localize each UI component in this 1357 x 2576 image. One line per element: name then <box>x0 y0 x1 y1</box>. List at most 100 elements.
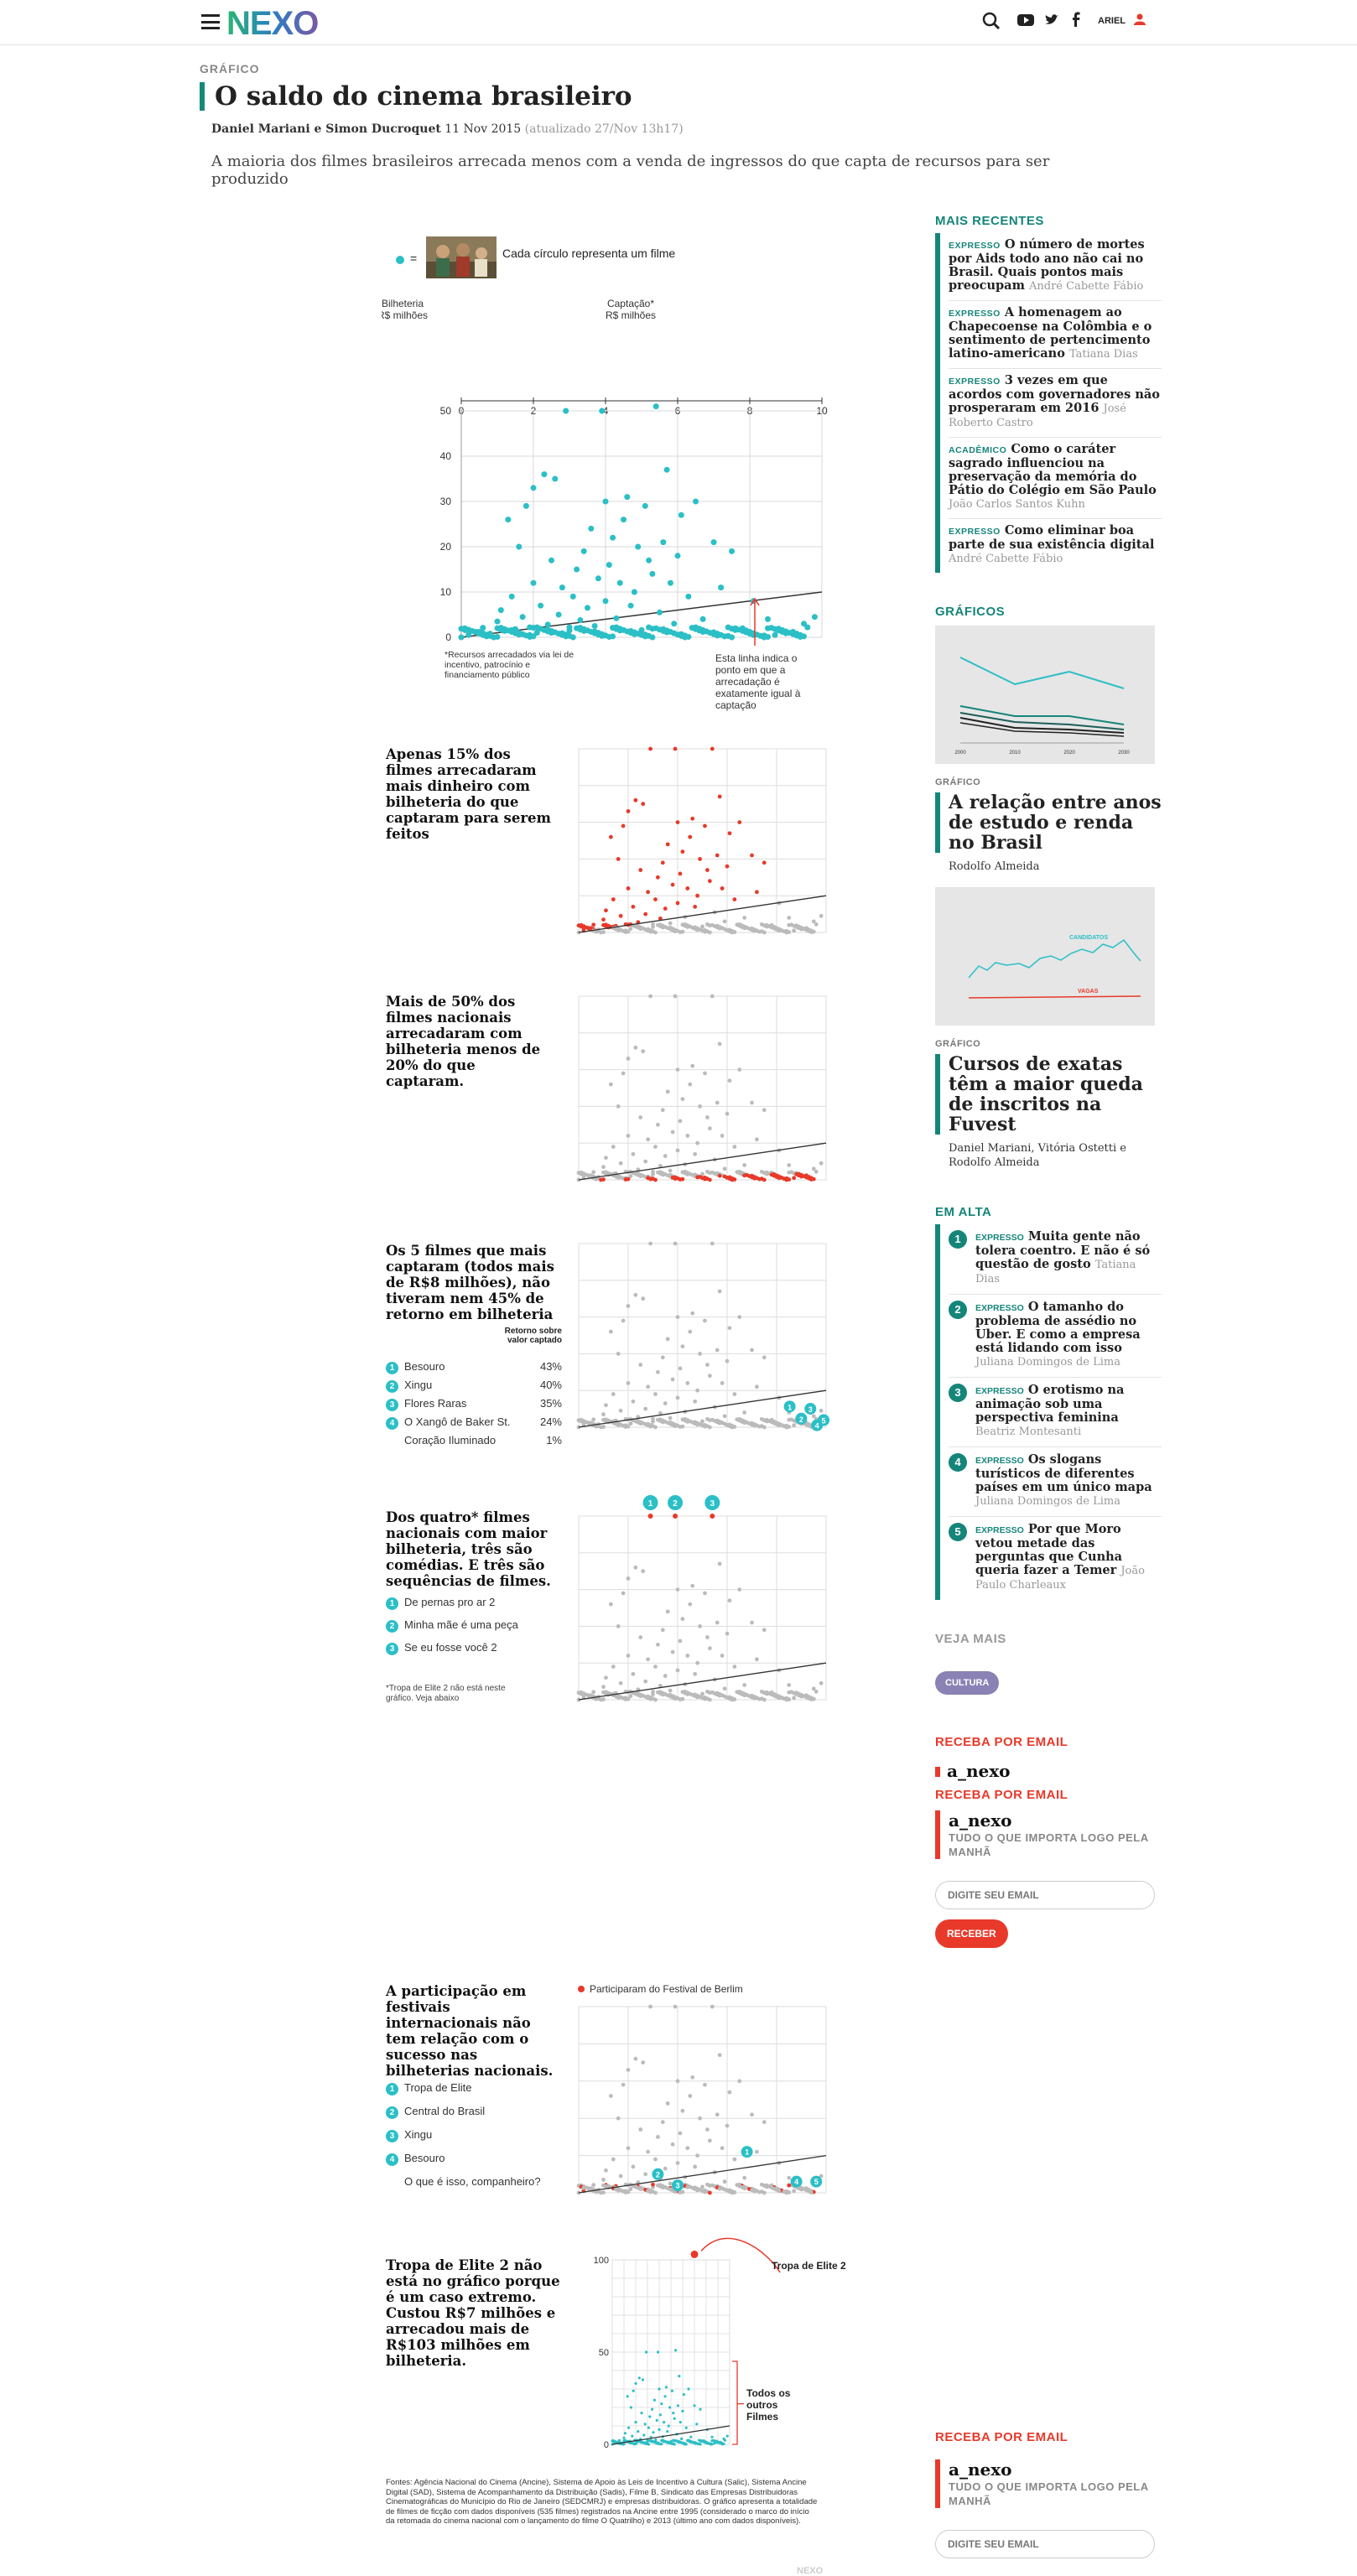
authors[interactable]: Daniel Mariani e Simon Ducroquet <box>211 122 441 136</box>
graph-card-2-title[interactable]: Cursos de exatas têm a maior queda de in… <box>935 1054 1162 1135</box>
svg-text:2000: 2000 <box>954 750 966 756</box>
trending-item[interactable]: 4 EXPRESSO Os slogans turísticos de difer… <box>949 1447 1162 1517</box>
data-point <box>608 2094 613 2098</box>
youtube-icon[interactable] <box>1017 13 1034 27</box>
data-point <box>720 2146 725 2151</box>
data-point <box>755 2149 759 2154</box>
data-point <box>688 834 693 839</box>
anexo-option[interactable]: a_nexo <box>935 1761 1162 1781</box>
data-point <box>638 1174 643 1179</box>
data-point <box>787 916 792 920</box>
data-point <box>672 2412 675 2415</box>
data-point <box>616 1695 621 1700</box>
data-point <box>633 1045 638 1050</box>
data-point <box>721 2443 725 2446</box>
parity-line <box>578 895 827 933</box>
callout-marker <box>652 2168 664 2180</box>
small-chart-5: Participaram do Festival de Berlim 1 2 3 4 5 <box>576 1983 827 2195</box>
data-point <box>667 579 673 586</box>
data-point <box>678 1119 683 1124</box>
x-tick-label: 10 <box>816 405 828 417</box>
data-point <box>678 930 683 934</box>
recent-item[interactable]: EXPRESSO A homenagem ao Chapecoense na C… <box>949 301 1162 369</box>
recent-item[interactable]: ACADÊMICO Como o caráter sagrado influen… <box>949 438 1162 519</box>
data-point <box>508 593 515 600</box>
data-point <box>678 1697 683 1701</box>
data-point <box>762 2190 767 2195</box>
outlier-point <box>690 2250 699 2258</box>
data-point <box>668 1415 673 1420</box>
graph-card-1-title[interactable]: A relação entre anos de estudo e renda n… <box>935 792 1162 853</box>
trending-item[interactable]: 2 EXPRESSO O tamanho do problema de asséd… <box>949 1295 1162 1378</box>
data-point <box>611 1392 616 1396</box>
data-point <box>680 849 685 854</box>
recent-item[interactable]: EXPRESSO O número de mortes por Aids tod… <box>949 233 1162 301</box>
graph-thumb-2[interactable]: CANDIDATOS VAGAS <box>935 887 1155 1026</box>
data-point <box>722 919 727 924</box>
data-point <box>715 1620 720 1625</box>
email-input-2[interactable]: DIGITE SEU EMAIL <box>935 2530 1155 2558</box>
data-point <box>668 1688 673 1693</box>
data-point <box>678 871 683 876</box>
data-point <box>623 2432 627 2435</box>
trending-item[interactable]: 1 EXPRESSO Muita gente não tolera coentro… <box>949 1224 1162 1295</box>
data-point <box>656 2135 660 2139</box>
article-kicker: GRÁFICO <box>200 62 260 75</box>
data-point <box>727 831 732 836</box>
data-point <box>819 1680 824 1685</box>
callout-number: 1 <box>648 1499 653 1509</box>
data-point <box>695 1422 699 1427</box>
list-item: 3 Se eu fosse você 2 <box>386 1641 562 1664</box>
data-point <box>637 2376 641 2380</box>
data-point <box>710 2443 713 2446</box>
email-input[interactable]: DIGITE SEU EMAIL <box>935 1881 1155 1909</box>
submit-button[interactable]: RECEBER <box>935 1919 1008 1948</box>
tag-cultura[interactable]: CULTURA <box>935 1671 1000 1695</box>
data-point <box>678 2375 681 2378</box>
graph-thumb-1[interactable]: 2000 2010 2020 2030 <box>935 626 1155 764</box>
data-point <box>626 1381 631 1385</box>
caption-5: A participação em festivais internaciona… <box>386 1983 554 2079</box>
twitter-icon[interactable] <box>1044 13 1059 27</box>
callout-number: 2 <box>656 2170 660 2179</box>
data-point <box>604 1171 608 1176</box>
plot-frame <box>578 748 827 933</box>
data-point <box>663 2421 666 2424</box>
facebook-icon[interactable] <box>1071 12 1081 27</box>
data-point <box>698 857 702 861</box>
menu-icon[interactable] <box>201 14 220 29</box>
graph-thumb-2-chart: CANDIDATOS VAGAS <box>968 935 1141 999</box>
recent-item[interactable]: EXPRESSO Como eliminar boa parte de sua … <box>949 523 1155 566</box>
data-point <box>685 1172 690 1176</box>
search-icon[interactable] <box>982 12 1001 30</box>
data-point <box>660 1692 665 1697</box>
plot-frame <box>578 1243 827 1428</box>
user-icon[interactable] <box>1134 13 1146 25</box>
data-point <box>782 630 789 636</box>
data-point <box>764 2184 769 2189</box>
data-point <box>660 2185 665 2190</box>
data-point <box>633 1292 638 1297</box>
callout-marker <box>810 2175 823 2188</box>
data-point <box>634 2421 637 2424</box>
data-point <box>631 631 637 637</box>
trending-item[interactable]: 3 EXPRESSO O erotismo na animação sob uma… <box>949 1378 1162 1447</box>
caption-2: Mais de 50% dos filmes nacionais arrecad… <box>386 994 541 1089</box>
data-point <box>742 1693 747 1698</box>
data-point <box>663 466 670 473</box>
recent-item[interactable]: EXPRESSO 3 vezes em que acordos com gove… <box>949 369 1162 438</box>
data-point <box>716 2441 720 2444</box>
trending-item[interactable]: 5 EXPRESSO Por que Moro vetou metade das … <box>949 1517 1162 1600</box>
data-point <box>695 1175 699 1180</box>
data-point <box>665 842 670 847</box>
data-point <box>675 1315 680 1319</box>
data-point <box>718 584 725 591</box>
data-point <box>693 498 699 505</box>
data-point <box>730 930 735 935</box>
user-name[interactable]: ARIEL <box>1098 16 1126 26</box>
data-point <box>723 2438 726 2442</box>
data-point <box>700 1171 704 1176</box>
nexo-logo[interactable]: NEXO <box>226 3 361 41</box>
data-point <box>655 2418 658 2422</box>
data-point <box>604 1419 608 1423</box>
